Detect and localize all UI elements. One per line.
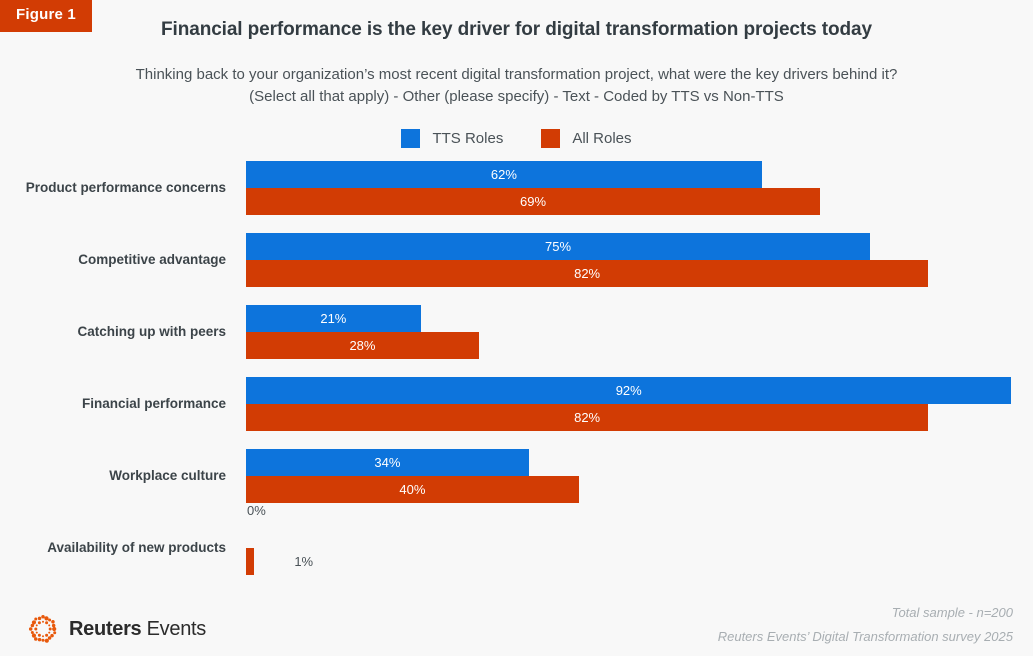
bar-all[interactable]: 69% [246,188,821,215]
bar-all[interactable]: 28% [246,332,479,359]
bar-group-bars: 62% 69% [246,161,1033,215]
bar-row: 1% [246,548,1033,575]
bar-row: 62% [246,161,1033,188]
bar-value-label: 40% [399,482,426,497]
bar-row: 82% [246,260,1033,287]
bar-row: 34% [246,449,1033,476]
bar-group: Product performance concerns 62% 69% [0,161,1033,215]
bar-row: 40% [246,476,1033,503]
footer-sample-size: Total sample - n=200 [891,605,1013,620]
legend-item-all-roles[interactable]: All Roles [541,129,632,148]
bar-tts[interactable]: 62% [246,161,762,188]
bar-group-bars: 21% 28% [246,305,1033,359]
footer-source: Reuters Events’ Digital Transformation s… [717,629,1013,644]
category-label: Product performance concerns [25,179,226,195]
bar-tts[interactable]: 75% [246,233,870,260]
figure-badge: Figure 1 [0,0,92,32]
bar-value-label: 82% [574,266,601,281]
bar-value-label: 1% [294,554,314,569]
category-label: Catching up with peers [77,323,226,339]
legend-label-all-roles: All Roles [572,130,632,147]
bar-value-label: 75% [544,239,572,254]
chart-legend: TTS Roles All Roles [0,129,1033,148]
bar-row: 0% [246,504,1033,548]
bar-all[interactable]: 82% [246,404,929,431]
bar-group-bars: 0% 1% [246,504,1033,575]
category-label: Workplace culture [109,467,226,483]
reuters-dot-ring-logo [28,614,57,643]
bar-value-label: 34% [374,455,401,470]
reuters-events-logo: Reuters Events [26,612,206,646]
bar-tts[interactable]: 34% [246,449,529,476]
bar-tts[interactable]: 92% [246,377,1012,404]
chart-title: Financial performance is the key driver … [161,19,872,40]
bar-value-label: 28% [349,338,376,353]
square-swatch-icon [401,129,421,148]
bar-group: Workplace culture 34% 40% [0,449,1033,503]
bar-group: Financial performance 92% 82% [0,377,1033,431]
bar-row: 82% [246,404,1033,431]
bar-row: 92% [246,377,1033,404]
bar-row: 69% [246,188,1033,215]
bar-all[interactable]: 82% [246,260,929,287]
footer-note: Total sample - n=200 Reuters Events’ Dig… [718,601,1013,649]
bar-group: Catching up with peers 21% 28% [0,305,1033,359]
bar-value-label: 62% [490,167,517,182]
bar-group-bars: 75% 82% [246,233,1033,287]
category-label: Competitive advantage [78,251,226,267]
chart-subtitle-line-2: (Select all that apply) - Other (please … [249,88,784,105]
square-swatch-icon [541,129,561,148]
chart-subtitle-line-1: Thinking back to your organization’s mos… [135,66,898,83]
bar-value-label: 21% [320,311,347,326]
category-label: Availability of new products [47,539,226,555]
bar-value-label: 92% [615,383,642,398]
bar-group-bars: 92% 82% [246,377,1033,431]
bar-value-label: 69% [520,194,547,209]
bar-group-bars: 34% 40% [246,449,1033,503]
bar-tts[interactable]: 21% [246,305,421,332]
bar-group: Availability of new products 0% 1% [0,504,1033,575]
bar-group: Competitive advantage 75% 82% [0,233,1033,287]
bar-row: 21% [246,305,1033,332]
brand-name-light: Events [141,617,207,640]
category-label: Financial performance [81,395,226,411]
bar-value-label: 0% [247,503,266,518]
chart-subtitle: Thinking back to your organization’s mos… [67,64,967,108]
bar-row: 28% [246,332,1033,359]
bar-all[interactable]: 40% [246,476,579,503]
bar-row: 75% [246,233,1033,260]
chart-plot-area: Product performance concerns 62% 69% Compet… [0,161,1033,591]
brand-name-bold: Reuters [69,617,142,640]
bar-value-label: 82% [574,410,601,425]
brand-wordmark: Reuters Events [69,618,206,641]
bar-all[interactable] [246,548,255,575]
legend-item-tts-roles[interactable]: TTS Roles [401,129,503,148]
legend-label-tts-roles: TTS Roles [432,130,504,147]
